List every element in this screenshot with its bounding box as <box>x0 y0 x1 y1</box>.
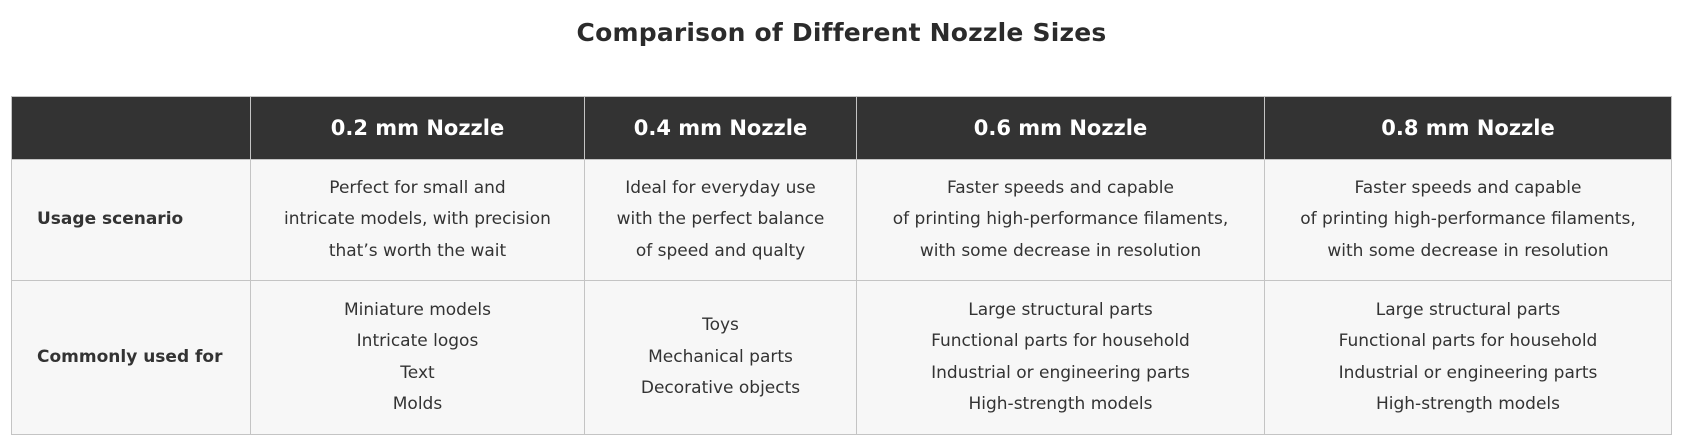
table-row: Usage scenario Perfect for small and intri… <box>11 159 1672 281</box>
cell-line: Faster speeds and capable <box>947 177 1174 198</box>
cell-line: of printing high-performance filaments, <box>892 209 1229 230</box>
header-empty <box>11 96 251 160</box>
cell-line: Decorative objects <box>640 378 801 399</box>
cell-line: Toys <box>702 315 739 336</box>
header-0-8mm: 0.8 mm Nozzle <box>1264 96 1672 160</box>
nozzle-comparison-table: 0.2 mm Nozzle 0.4 mm Nozzle 0.6 mm Nozzl… <box>11 96 1672 435</box>
table-cell: Perfect for small and intricate models, w… <box>250 159 585 281</box>
cell-line: High-strength models <box>968 394 1153 414</box>
cell-line: Functional parts for household <box>931 331 1190 351</box>
table-cell: Faster speeds and capable of printing hig… <box>856 159 1265 281</box>
header-0-4mm: 0.4 mm Nozzle <box>584 96 857 160</box>
cell-line: Mechanical parts <box>648 346 793 367</box>
cell-line: Large structural parts <box>968 299 1153 320</box>
table-cell: Large structural parts Functional parts f… <box>1264 280 1672 435</box>
cell-line: Miniature models <box>343 299 491 320</box>
row-label: Usage scenario <box>11 159 251 281</box>
header-0-6mm: 0.6 mm Nozzle <box>856 96 1265 160</box>
cell-line: Faster speeds and capable <box>1354 177 1582 198</box>
cell-line: that’s worth the wait <box>328 240 507 261</box>
cell-line: High-strength models <box>1375 394 1560 414</box>
header-row: 0.2 mm Nozzle 0.4 mm Nozzle 0.6 mm Nozzl… <box>11 96 1672 160</box>
cell-line: with some decrease in resolution <box>1327 240 1609 261</box>
table-cell: Ideal for everyday use with the perfect b… <box>584 159 857 281</box>
cell-line: Ideal for everyday use <box>625 177 816 198</box>
table-row: Commonly used for Miniature models Intrica… <box>11 280 1672 435</box>
page-title: Comparison of Different Nozzle Sizes <box>576 18 1107 47</box>
cell-line: intricate models, with precision <box>284 209 551 230</box>
table-cell: Large structural parts Functional parts f… <box>856 280 1265 435</box>
cell-line: of speed and qualty <box>635 240 806 261</box>
cell-line: Industrial or engineering parts <box>1338 362 1598 383</box>
cell-line: Industrial or engineering parts <box>931 362 1190 383</box>
row-label: Commonly used for <box>11 280 251 435</box>
cell-line: of printing high-performance filaments, <box>1300 209 1636 230</box>
table-cell: Toys Mechanical parts Decorative objects <box>584 280 857 435</box>
table-cell: Miniature models Intricate logos Text Molds <box>250 280 585 435</box>
cell-line: Molds <box>392 394 443 414</box>
cell-line: Functional parts for household <box>1338 331 1598 351</box>
cell-line: with the perfect balance <box>616 209 825 230</box>
cell-line: Text <box>400 362 435 383</box>
table-cell: Faster speeds and capable of printing hig… <box>1264 159 1672 281</box>
cell-line: Large structural parts <box>1375 299 1561 320</box>
header-0-2mm: 0.2 mm Nozzle <box>250 96 585 160</box>
cell-line: Intricate logos <box>356 331 479 351</box>
cell-line: with some decrease in resolution <box>919 240 1202 261</box>
cell-line: Perfect for small and <box>329 177 506 198</box>
